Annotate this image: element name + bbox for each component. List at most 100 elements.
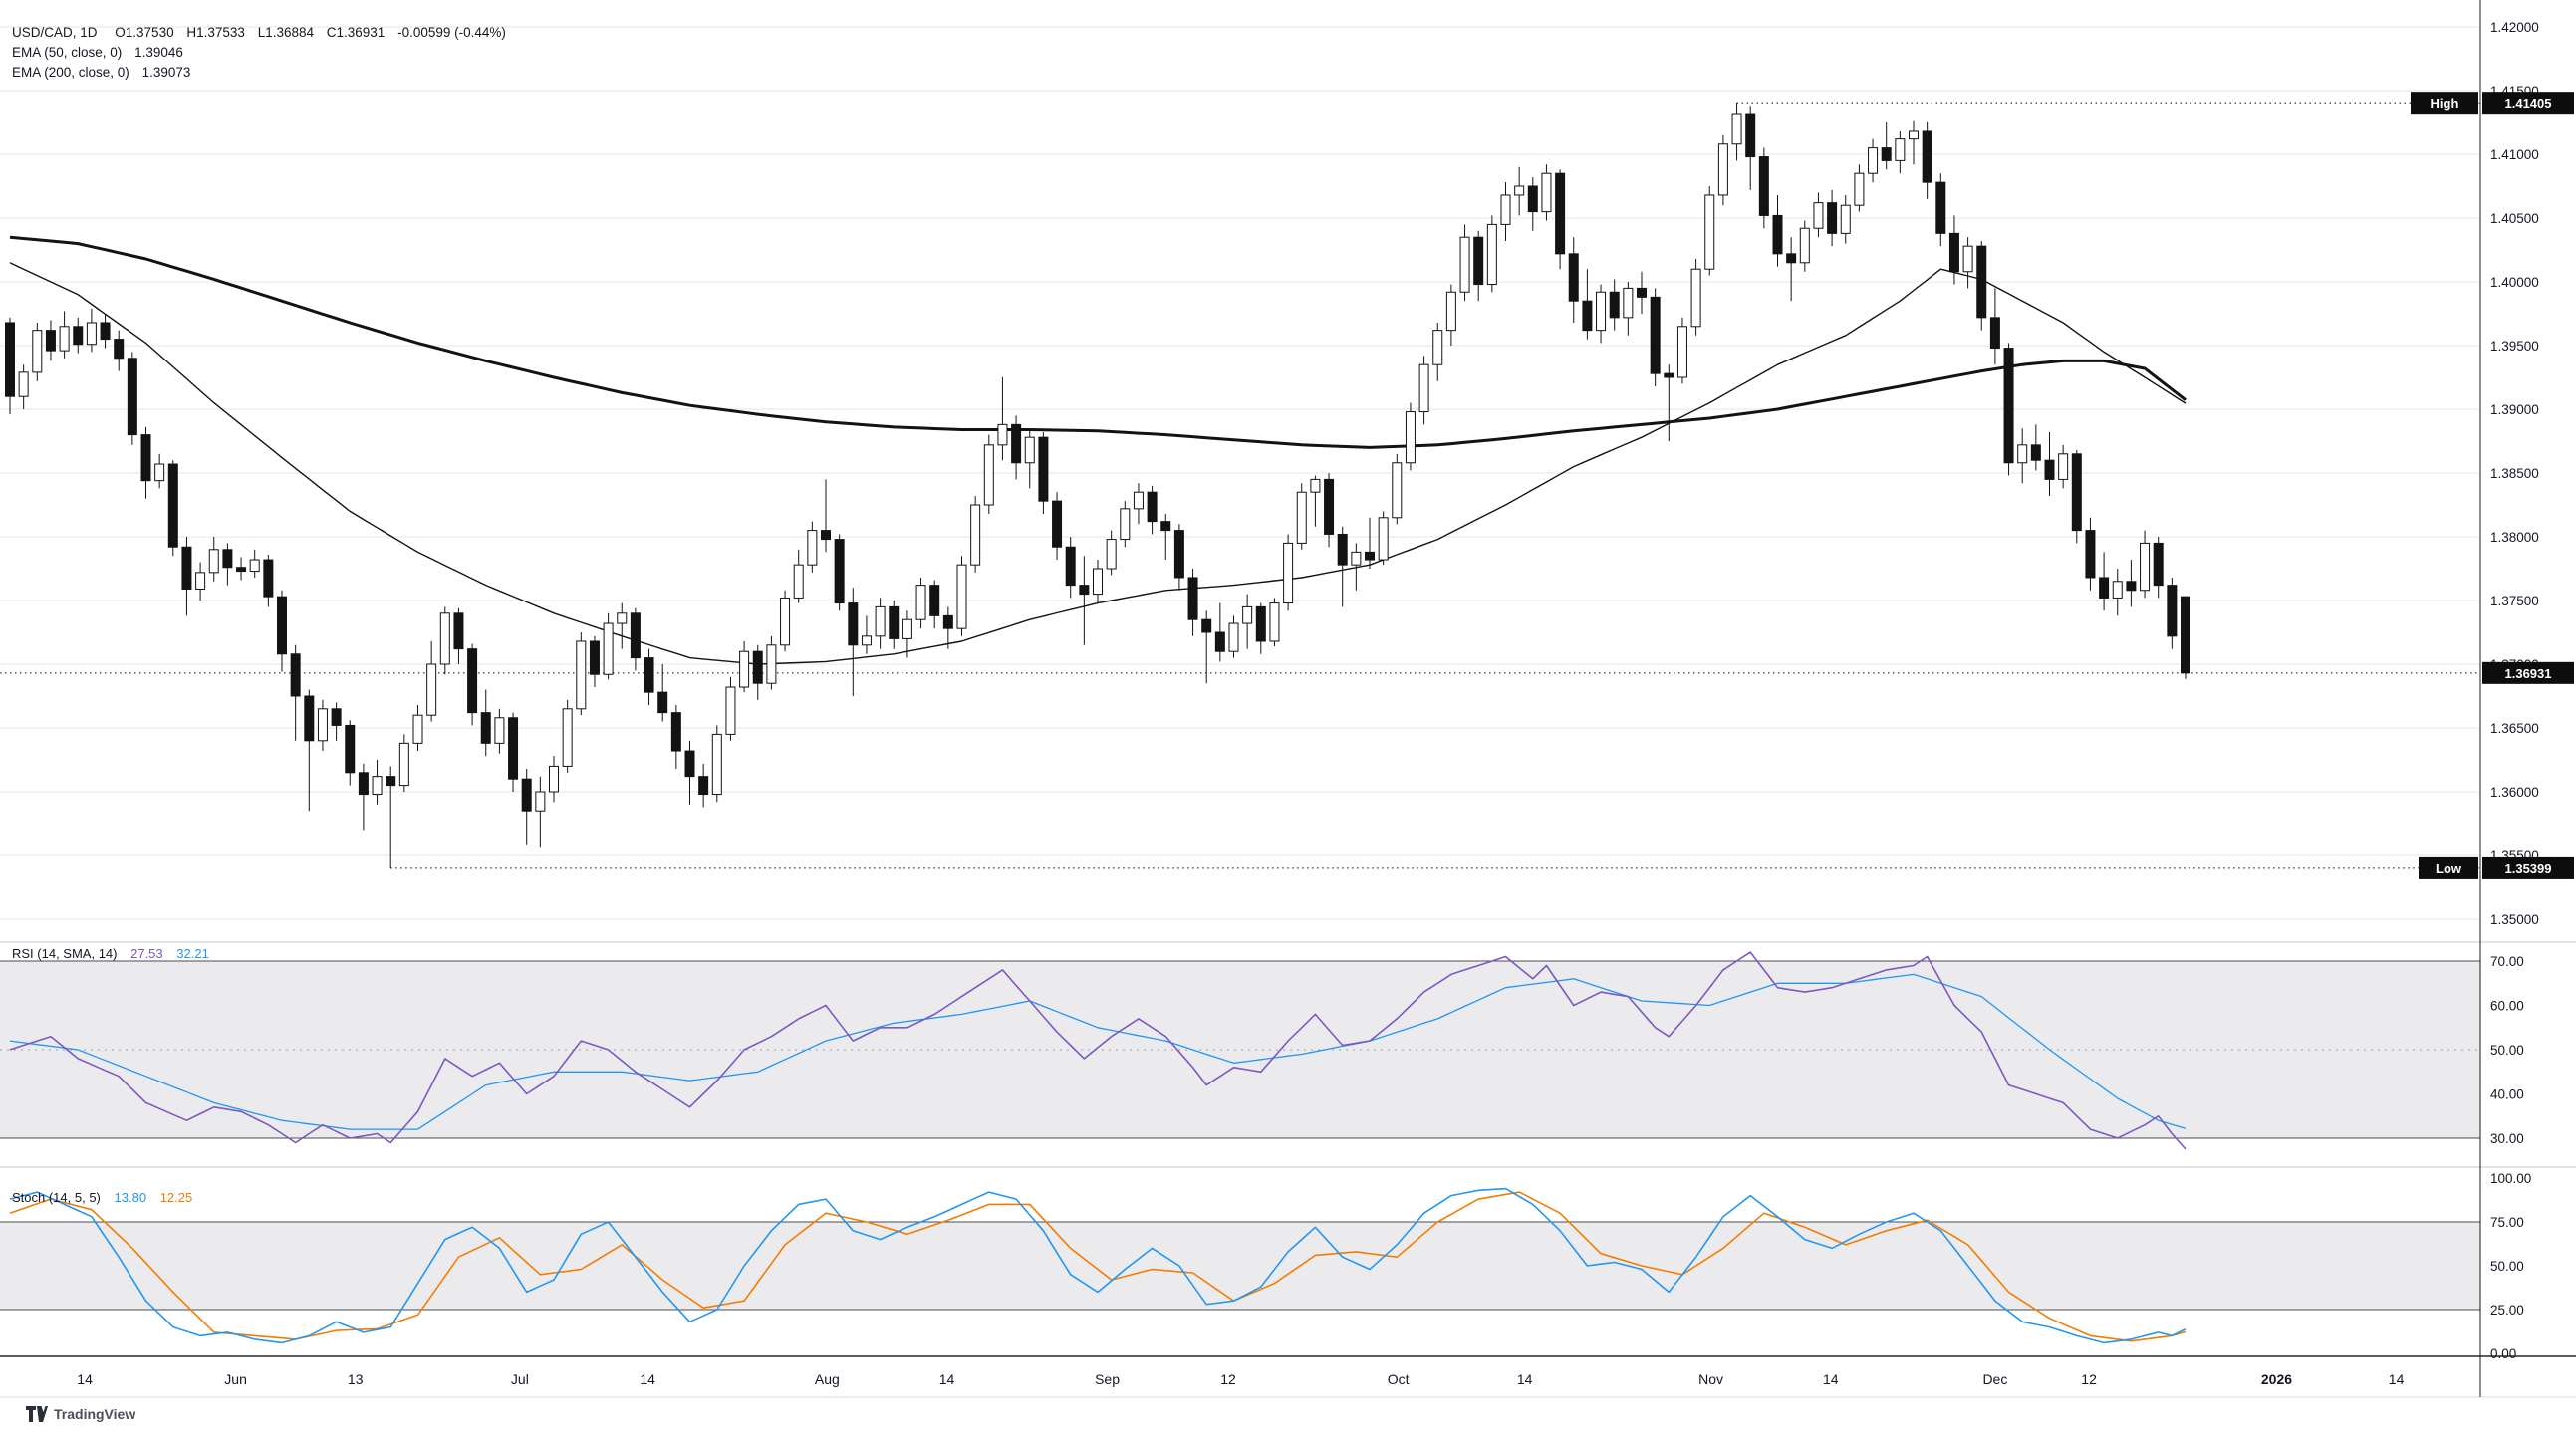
candle [1486,215,1497,293]
stoch-tick-label: 50.00 [2490,1259,2524,1274]
candle [167,460,178,557]
candle-body-up [372,776,383,796]
candle [617,602,628,649]
candle [1173,524,1184,591]
candle-body-down [236,567,247,573]
candle [1596,284,1607,344]
candle-body-up [549,765,559,793]
candle [480,689,491,757]
candle [236,557,247,581]
candle [2167,577,2178,649]
candle-body-down [2071,453,2082,532]
candle [1935,173,1946,247]
candle-body-down [644,657,654,693]
rsi-tick-label: 40.00 [2490,1087,2524,1102]
candle [1555,169,1566,270]
candle-body-down [1187,577,1198,620]
stoch-pane [9,1187,2187,1344]
candle-body-down [848,602,859,646]
candle-body-up [1541,172,1552,213]
ema200-row: EMA (200, close, 0) 1.39073 [12,65,515,81]
stoch-d-value: 12.25 [159,1190,193,1205]
candle-body-up [1120,508,1131,541]
tradingview-logo[interactable]: TradingView [26,1406,135,1422]
candle [1922,122,1932,199]
candle-body-up [1106,539,1117,570]
candle-body-down [167,463,178,548]
candle-body-up [2112,581,2123,599]
candle [1840,194,1851,244]
candle-body-up [426,663,437,716]
candle [1214,602,1225,662]
candle [589,635,600,688]
rsi-sma-value: 32.21 [176,946,209,961]
candle [439,606,450,675]
candle-body-down [386,776,396,787]
candle [1324,473,1335,548]
change-value: -0.00599 (-0.44%) [397,25,506,40]
candle [2085,517,2096,591]
price-tick-label: 1.42000 [2490,20,2539,35]
candle [711,725,722,803]
price-tick-label: 1.37500 [2490,594,2539,608]
candle-body-down [345,724,356,774]
candle-body-down [2085,530,2096,579]
candle [834,534,845,611]
price-tick-label: 1.36500 [2490,721,2539,736]
candle-body-down [331,708,342,726]
candle-body-down [1976,245,1987,319]
ema50-line [9,262,2187,665]
candle [1351,543,1362,591]
low-tag-chip: Low [2419,856,2478,879]
candle [549,756,559,803]
time-scale[interactable]: 14 Jun 13 Jul 14 Aug 14 Sep 12 Oct 14 Nov 14 Dec 12 202… [77,1371,2404,1387]
candle [1147,485,1158,535]
ema50-label: EMA (50, close, 0) [12,45,123,60]
candle-body-down [1052,500,1063,548]
candle [521,768,532,845]
candle-body-up [1133,491,1144,510]
candle-body-up [793,564,804,599]
candle [657,664,668,722]
candle-body-up [1228,622,1239,652]
time-tick-label: 2026 [2261,1371,2292,1387]
candle-body-down [100,322,111,341]
candle-body-up [861,635,872,646]
candle [1011,415,1022,480]
candle [2153,537,2164,599]
candle [277,590,287,672]
stoch-band [0,1222,2480,1310]
price-tick-label: 1.40500 [2490,211,2539,226]
price-tick-label: 1.36000 [2490,785,2539,800]
candle-body-up [956,564,967,629]
price-scale[interactable]: 1.420001.415001.410001.405001.400001.395… [2490,20,2539,1361]
candle [1827,189,1838,247]
candle [1378,511,1389,566]
candle-body-up [1432,330,1443,365]
stoch-tick-label: 100.00 [2490,1171,2531,1186]
candle [807,521,818,573]
open-value: O1.37530 [115,25,174,40]
price-tick-label: 1.41000 [2490,147,2539,162]
candle [1772,194,1783,267]
candle-body-up [1459,236,1470,293]
candle [467,643,478,726]
candle-body-down [1609,291,1620,319]
candle-body-up [1962,245,1973,273]
time-tick-label: Oct [1388,1371,1410,1387]
candle [2126,560,2137,607]
candle-body-up [1690,268,1701,328]
candle-body-down [290,653,301,697]
tradingview-logo-icon [26,1406,48,1422]
candle-body-down [1527,185,1538,213]
candle-body-down [1337,533,1348,566]
candle [562,699,573,773]
candle [793,549,804,603]
candle [114,330,125,371]
candle-body-down [2181,596,2190,674]
last-price-chip: 1.36931 [2482,661,2574,684]
candle [2071,449,2082,544]
candle-body-down [1758,156,1769,216]
